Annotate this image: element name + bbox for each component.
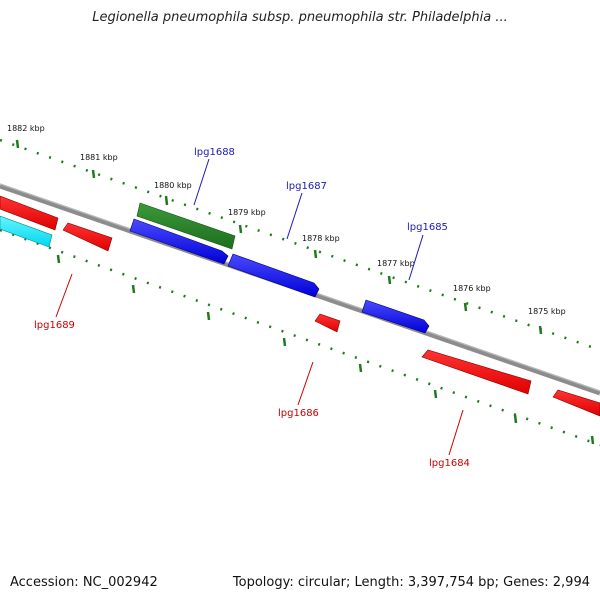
forward-genes[interactable] [129,202,430,334]
tick-mark [433,389,438,399]
scale-label: 1876 kbp [453,284,491,293]
tick-mark [15,139,20,149]
tick-mark [313,249,318,259]
gene-label-lpg1687[interactable]: lpg1687 [286,181,327,192]
tick-mark [387,275,392,285]
reverse-genes[interactable] [0,195,600,417]
gene-feature-red-right[interactable] [552,389,600,417]
gene-feature-red-left[interactable] [0,195,59,231]
outer-dotted-track [0,138,600,352]
gene-feature-cyan[interactable] [0,215,53,248]
inner-track-ticks [56,254,595,445]
leader-lpg1689 [55,273,73,318]
map-title: Legionella pneumophila subsp. pneumophil… [92,10,508,25]
leader-lpg1686 [297,361,314,406]
label-leaders [55,158,464,456]
scale-label: 1881 kbp [80,153,118,162]
gene-lpg1685[interactable] [361,299,430,334]
tick-mark [238,224,243,234]
gene-label-lpg1685[interactable]: lpg1685 [407,222,448,233]
gene-label-lpg1684[interactable]: lpg1684 [429,458,470,469]
gene-lpg1687[interactable] [227,253,320,298]
outer-scale-track [0,138,600,352]
tick-mark [282,337,287,347]
gene-feature-blue[interactable] [129,218,229,265]
leader-lpg1684 [448,409,464,456]
scale-label: 1875 kbp [528,307,566,316]
tick-mark [513,414,518,424]
tick-mark [164,195,169,206]
tick-mark [463,302,468,312]
scale-label: 1880 kbp [154,181,192,190]
tick-mark [358,363,363,373]
tick-mark [56,254,61,264]
scale-label: 1878 kbp [302,234,340,243]
gene-lpg1684[interactable] [421,349,532,395]
tick-mark [206,311,211,321]
tick-mark [131,284,136,294]
tick-mark [538,325,543,335]
scale-label: 1882 kbp [7,124,45,133]
gene-lpg1688[interactable] [136,202,236,250]
gene-lpg1686[interactable] [314,313,341,333]
gene-label-lpg1689[interactable]: lpg1689 [34,320,75,331]
scale-labels: 1882 kbp 1881 kbp 1880 kbp 1879 kbp 1878… [7,124,566,316]
leader-lpg1685 [408,234,424,281]
accession-text: Accession: NC_002942 [10,575,158,590]
gene-label-lpg1688[interactable]: lpg1688 [194,147,235,158]
tick-mark [91,169,96,179]
major-ticks [15,139,543,335]
scale-label: 1877 kbp [377,259,415,268]
leader-lpg1687 [286,192,303,240]
gene-label-lpg1686[interactable]: lpg1686 [278,408,319,419]
topology-text: Topology: circular; Length: 3,397,754 bp… [232,575,590,590]
gene-lpg1689[interactable] [62,222,113,252]
gene-labels: lpg1688 lpg1687 lpg1685 lpg1689 lpg1686 … [34,147,470,469]
tick-mark [590,435,595,445]
leader-lpg1688 [193,158,210,206]
scale-label: 1879 kbp [228,208,266,217]
